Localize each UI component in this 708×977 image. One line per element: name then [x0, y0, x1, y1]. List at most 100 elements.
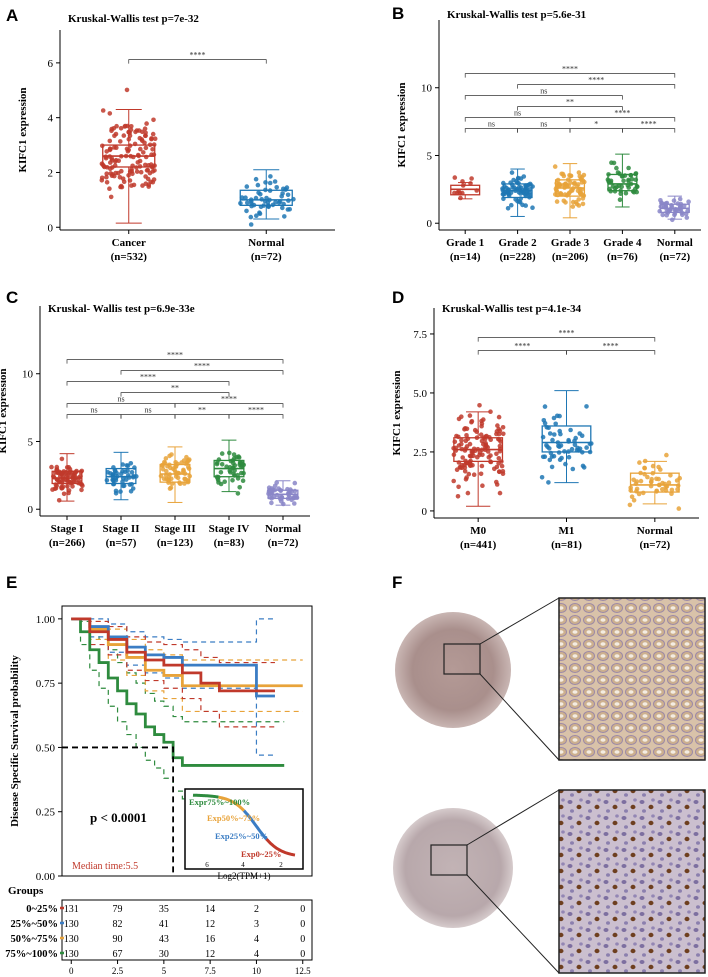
zoom-line — [466, 789, 560, 846]
data-point — [104, 180, 110, 185]
data-point — [576, 170, 582, 175]
data-point — [509, 202, 514, 208]
data-point — [237, 485, 242, 490]
median-line — [62, 746, 175, 876]
data-point — [282, 214, 287, 219]
data-point — [146, 184, 151, 189]
data-point — [464, 444, 470, 449]
data-point — [108, 194, 114, 200]
x-tick-count: (n=57) — [106, 537, 137, 549]
data-point — [459, 438, 464, 443]
y-tick-label: 4 — [48, 113, 54, 125]
significance-bracket — [66, 381, 230, 386]
data-point — [142, 126, 148, 131]
data-point — [149, 136, 154, 141]
data-point — [580, 196, 586, 201]
y-tick-label: 0 — [48, 222, 54, 234]
data-point — [124, 87, 130, 93]
data-point — [107, 111, 113, 116]
data-point — [631, 498, 637, 503]
significance-label: ns — [488, 120, 495, 129]
risk-table-value: 130 — [64, 949, 79, 960]
data-point — [478, 471, 484, 477]
panel-label-a: A — [6, 6, 19, 25]
x-tick-count: (n=532) — [111, 251, 148, 263]
x-tick-label: Grade 3 — [551, 237, 590, 249]
km-ci-upper — [71, 618, 275, 664]
data-point — [656, 476, 661, 482]
inset-curve — [218, 795, 246, 812]
data-point — [231, 452, 237, 457]
data-point — [539, 475, 545, 480]
data-point — [118, 126, 124, 131]
zoom-line — [479, 597, 560, 645]
data-point — [456, 484, 461, 490]
significance-bracket — [517, 106, 623, 111]
y-tick-label: 7.5 — [413, 329, 427, 341]
data-point — [627, 502, 633, 508]
data-point — [526, 182, 532, 188]
data-point — [274, 185, 280, 190]
box-iqr — [541, 425, 592, 453]
data-point — [129, 183, 134, 188]
data-point — [634, 486, 640, 492]
data-point — [572, 442, 578, 448]
data-point — [135, 160, 141, 165]
risk-table-value: 130 — [64, 934, 79, 945]
data-point — [113, 170, 118, 176]
data-point — [232, 463, 238, 468]
x-tick-label: Cancer — [112, 237, 146, 249]
data-point — [182, 476, 187, 482]
significance-label: ** — [566, 98, 574, 107]
risk-table-value: 4 — [254, 949, 259, 960]
data-point — [650, 463, 656, 469]
x-tick-label: Normal — [657, 237, 693, 249]
data-point — [129, 124, 134, 129]
y-tick-label: 2.5 — [413, 447, 427, 459]
data-point — [248, 222, 254, 227]
risk-table-value: 67 — [113, 949, 123, 960]
data-point — [552, 164, 558, 169]
data-point — [167, 453, 172, 459]
data-point — [112, 145, 117, 150]
y-tick-label: 0.50 — [36, 742, 56, 754]
data-point — [464, 426, 470, 432]
data-point — [557, 413, 562, 419]
data-point — [568, 173, 574, 179]
km-survival-panel: 0.00 0.25 0.50 0.75 1.00 Disease Specific Sur… — [5, 605, 313, 976]
data-point — [564, 193, 570, 198]
x-tick-label: Stage I — [51, 523, 84, 535]
data-point — [481, 442, 486, 447]
data-point — [139, 129, 145, 135]
data-point — [479, 421, 485, 426]
data-point — [263, 180, 268, 185]
data-point — [637, 460, 642, 465]
km-ci-upper — [71, 618, 275, 643]
data-point — [466, 471, 472, 477]
data-point — [141, 150, 146, 155]
data-point — [684, 215, 690, 220]
inset-legend-label: Exp0~25% — [241, 849, 281, 859]
significance-bracket — [464, 128, 518, 133]
x-tick-label: 5 — [162, 966, 167, 976]
data-point — [568, 427, 573, 433]
data-point — [143, 174, 148, 179]
y-tick-label: 10 — [22, 369, 34, 381]
data-point — [458, 195, 463, 201]
risk-table-value: 41 — [159, 919, 169, 930]
data-point — [108, 160, 113, 165]
x-tick-count: (n=76) — [607, 251, 638, 263]
data-point — [563, 461, 568, 467]
risk-table-group: 25%~50% — [11, 919, 58, 930]
data-point — [56, 498, 62, 503]
tma-core-top — [395, 612, 511, 728]
data-point — [546, 480, 551, 485]
data-point — [144, 121, 149, 126]
data-point — [267, 180, 273, 186]
significance-label: ns — [540, 87, 547, 96]
data-point — [495, 423, 500, 428]
data-point — [56, 477, 61, 483]
data-point — [572, 180, 577, 186]
panel-label-d: D — [392, 288, 405, 307]
data-point — [578, 191, 584, 196]
